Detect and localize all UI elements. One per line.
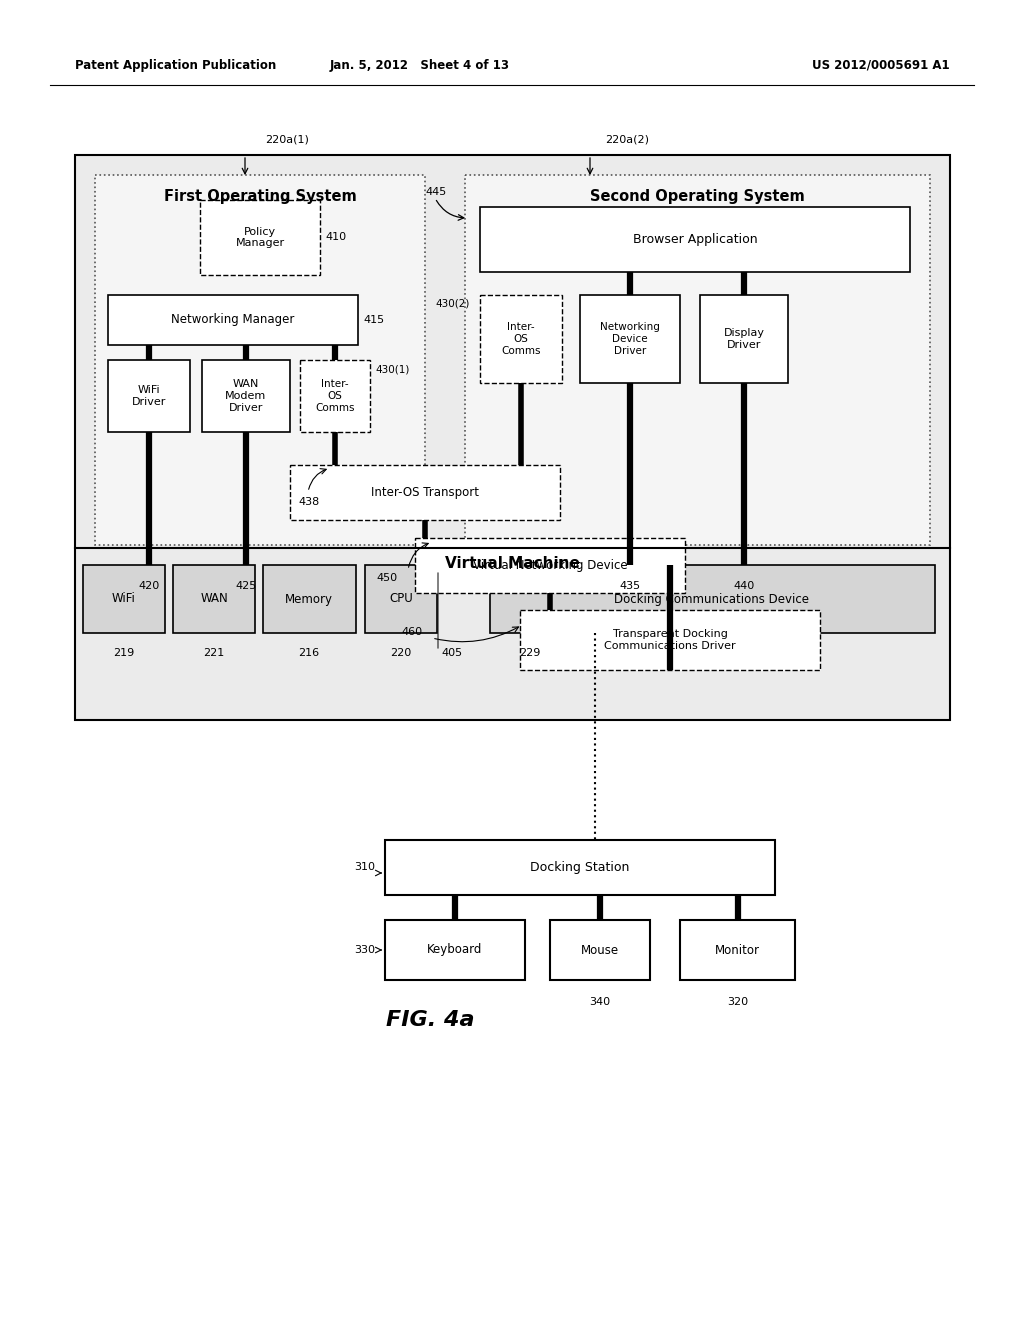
Text: US 2012/0005691 A1: US 2012/0005691 A1 <box>812 58 950 71</box>
Text: 320: 320 <box>727 997 749 1007</box>
Bar <box>550 920 650 979</box>
Text: Inter-OS Transport: Inter-OS Transport <box>371 486 479 499</box>
Text: 330: 330 <box>354 945 375 954</box>
Text: CPU: CPU <box>389 593 413 606</box>
Text: 425: 425 <box>236 581 257 591</box>
Bar <box>680 920 795 979</box>
Text: 445: 445 <box>425 187 446 197</box>
Text: 216: 216 <box>298 648 319 657</box>
Bar <box>415 539 685 593</box>
Bar <box>83 565 165 634</box>
Bar <box>300 360 370 432</box>
Text: 220a(1): 220a(1) <box>265 135 309 145</box>
Text: 440: 440 <box>733 581 755 591</box>
Text: 220: 220 <box>390 648 412 657</box>
Bar <box>95 176 425 545</box>
Bar <box>263 565 356 634</box>
Text: WiFi: WiFi <box>112 593 136 606</box>
Text: WAN
Modem
Driver: WAN Modem Driver <box>225 379 266 413</box>
Text: FIG. 4a: FIG. 4a <box>386 1010 474 1030</box>
Text: Inter-
OS
Comms: Inter- OS Comms <box>502 322 541 355</box>
Text: 430(2): 430(2) <box>435 298 469 308</box>
Bar <box>75 154 950 719</box>
Bar <box>480 294 562 383</box>
Text: Networking
Device
Driver: Networking Device Driver <box>600 322 659 355</box>
Text: Mouse: Mouse <box>581 944 620 957</box>
Text: Docking Station: Docking Station <box>530 861 630 874</box>
Text: 221: 221 <box>204 648 224 657</box>
Text: Transparent Docking
Communications Driver: Transparent Docking Communications Drive… <box>604 630 736 651</box>
Text: 229: 229 <box>519 648 541 657</box>
Text: 410: 410 <box>325 232 346 243</box>
Text: Virtual Networking Device: Virtual Networking Device <box>473 558 628 572</box>
Bar <box>580 294 680 383</box>
Text: 438: 438 <box>298 498 319 507</box>
Bar <box>202 360 290 432</box>
Text: Memory: Memory <box>285 593 333 606</box>
Bar <box>108 294 358 345</box>
Text: Networking Manager: Networking Manager <box>171 314 295 326</box>
Bar <box>200 201 319 275</box>
Bar <box>490 565 935 634</box>
Text: First Operating System: First Operating System <box>164 190 356 205</box>
Text: Monitor: Monitor <box>715 944 760 957</box>
Bar <box>700 294 788 383</box>
Text: Patent Application Publication: Patent Application Publication <box>75 58 276 71</box>
Text: WAN: WAN <box>200 593 228 606</box>
Bar <box>520 610 820 671</box>
Bar <box>480 207 910 272</box>
Text: Display
Driver: Display Driver <box>724 329 765 350</box>
Text: Policy
Manager: Policy Manager <box>236 227 285 248</box>
Bar <box>465 176 930 545</box>
Text: 435: 435 <box>620 581 641 591</box>
Text: Docking Communications Device: Docking Communications Device <box>614 593 810 606</box>
Text: 219: 219 <box>114 648 134 657</box>
Text: Browser Application: Browser Application <box>633 234 758 246</box>
Text: 310: 310 <box>354 862 375 873</box>
Bar <box>173 565 255 634</box>
Bar <box>108 360 190 432</box>
Text: 450: 450 <box>377 573 398 583</box>
Text: 220a(2): 220a(2) <box>605 135 649 145</box>
Text: 420: 420 <box>138 581 160 591</box>
Text: 460: 460 <box>401 627 423 638</box>
Text: Second Operating System: Second Operating System <box>590 190 805 205</box>
Bar <box>365 565 437 634</box>
Text: 405: 405 <box>441 648 462 657</box>
Bar <box>385 840 775 895</box>
Text: WiFi
Driver: WiFi Driver <box>132 385 166 407</box>
Bar <box>385 920 525 979</box>
Text: Jan. 5, 2012   Sheet 4 of 13: Jan. 5, 2012 Sheet 4 of 13 <box>330 58 510 71</box>
Text: Inter-
OS
Comms: Inter- OS Comms <box>315 379 354 413</box>
Text: Virtual Machine: Virtual Machine <box>445 556 580 570</box>
Text: Keyboard: Keyboard <box>427 944 482 957</box>
Text: 415: 415 <box>362 315 384 325</box>
Text: 430(1): 430(1) <box>375 366 410 375</box>
Text: 340: 340 <box>590 997 610 1007</box>
Bar <box>290 465 560 520</box>
